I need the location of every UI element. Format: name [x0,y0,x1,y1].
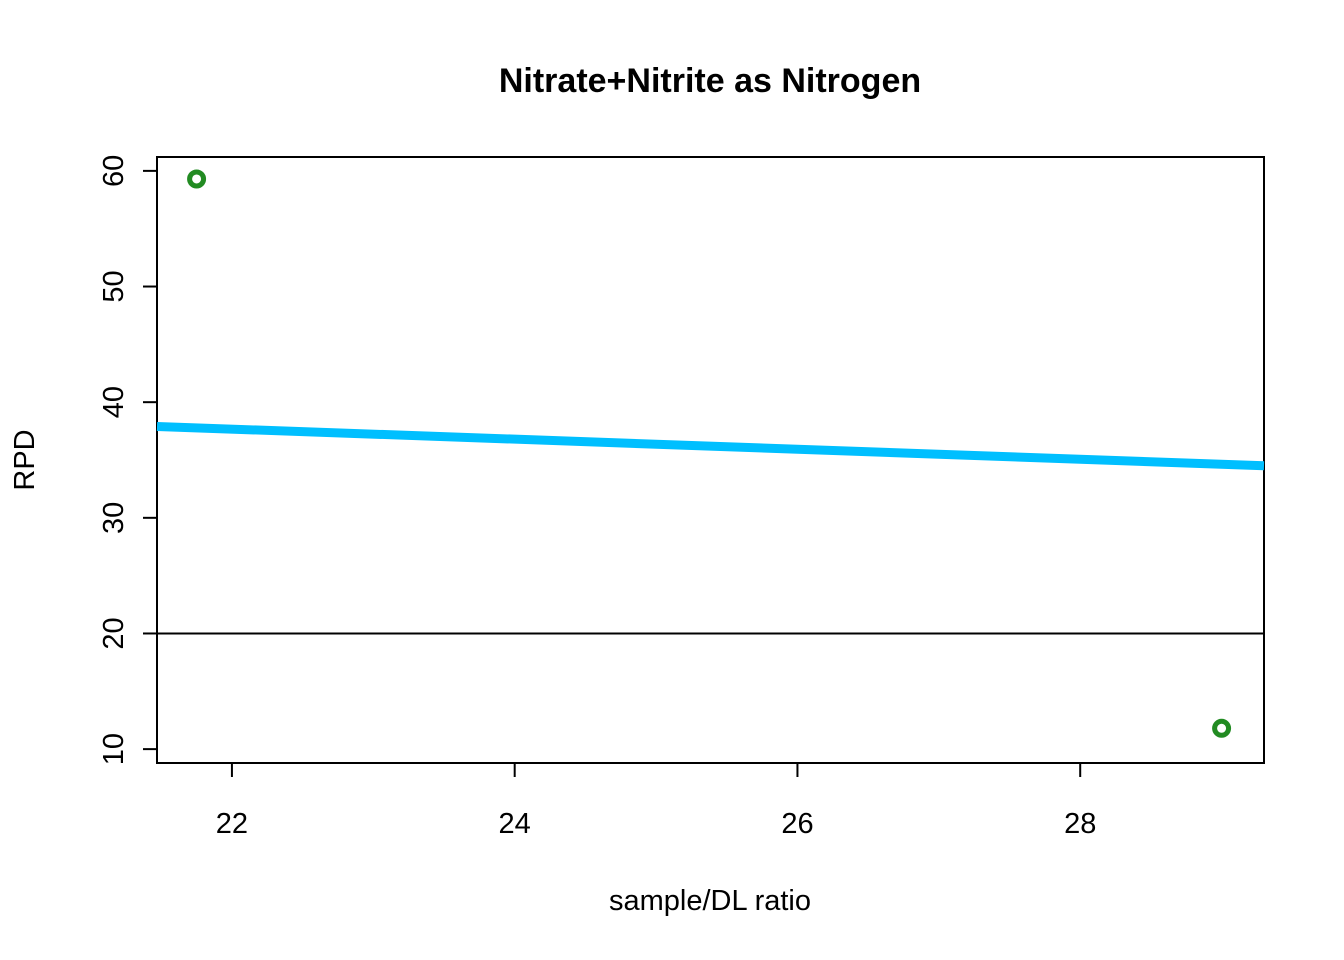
x-axis-label: sample/DL ratio [609,885,811,917]
y-tick-label: 50 [98,270,130,302]
y-tick-label: 10 [98,733,130,765]
plot-points [187,169,1232,738]
plot-lines [156,421,1265,635]
chart-title: Nitrate+Nitrite as Nitrogen [499,62,921,100]
x-tick-label: 24 [499,808,531,840]
plot-frame [156,156,1265,764]
y-tick-label: 60 [98,155,130,187]
y-tick-label: 30 [98,502,130,534]
trend-line [156,421,1265,471]
y-tick-label: 40 [98,386,130,418]
data-point [1212,718,1232,738]
y-tick-label: 20 [98,617,130,649]
x-tick-label: 22 [216,808,248,840]
y-axis: 10 20 30 40 50 60 [98,155,157,765]
data-point [187,169,207,189]
x-axis: 22 24 26 28 [216,763,1096,840]
x-tick-label: 28 [1064,808,1096,840]
y-axis-label: RPD [9,429,41,490]
x-tick-label: 26 [781,808,813,840]
